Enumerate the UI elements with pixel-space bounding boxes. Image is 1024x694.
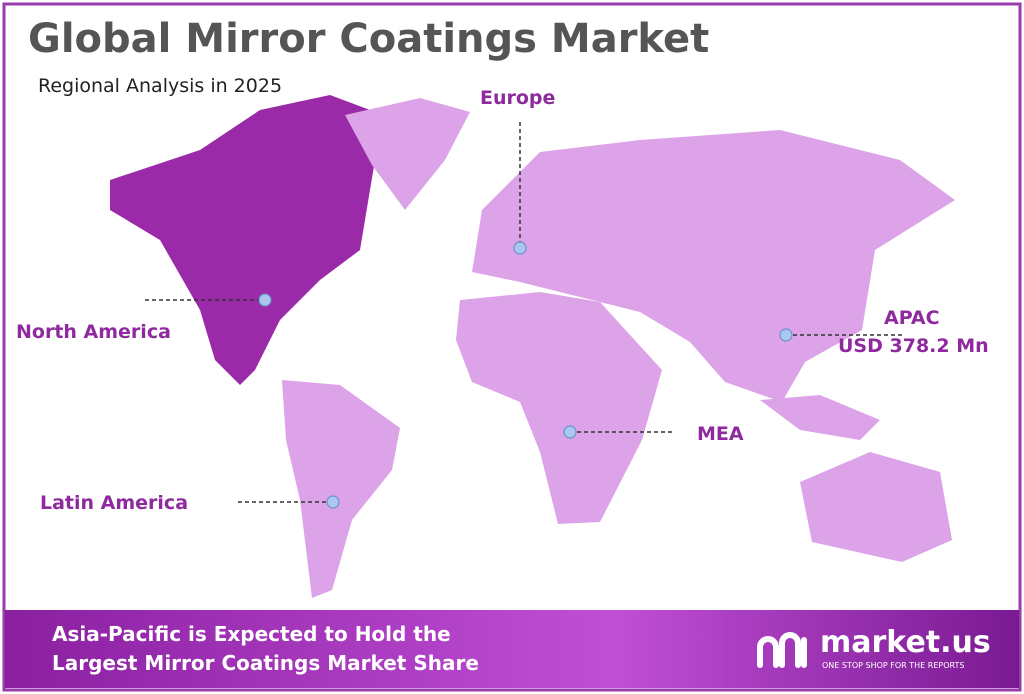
logo-tagline: ONE STOP SHOP FOR THE REPORTS — [822, 661, 964, 670]
region-label: North America — [16, 321, 171, 343]
marker — [258, 293, 272, 307]
logo-name: market.us — [820, 625, 991, 660]
region-value: USD 378.2 Mn — [838, 335, 989, 357]
footer-text: Asia-Pacific is Expected to Hold the — [52, 622, 451, 646]
south-america — [282, 380, 400, 598]
marker — [779, 328, 793, 342]
world-map — [110, 95, 955, 598]
footer-band — [5, 610, 1019, 688]
callouts: North America Europe APAC USD 378.2 Mn M… — [16, 87, 989, 514]
southeast-asia — [760, 395, 880, 440]
logo-icon — [757, 632, 807, 668]
subtitle: Regional Analysis in 2025 — [38, 75, 282, 97]
region-label: Europe — [480, 87, 555, 109]
region-label: MEA — [697, 423, 744, 445]
region-label: APAC — [884, 307, 940, 329]
footer-text: Largest Mirror Coatings Market Share — [52, 651, 479, 675]
north-america — [110, 95, 375, 385]
logo: market.us ONE STOP SHOP FOR THE REPORTS — [757, 625, 991, 670]
greenland — [345, 98, 470, 210]
australia — [800, 452, 952, 562]
africa — [456, 292, 662, 524]
eurasia — [472, 130, 955, 402]
title: Global Mirror Coatings Market — [28, 16, 709, 62]
marker — [513, 241, 527, 255]
marker — [326, 495, 340, 509]
region-label: Latin America — [40, 492, 188, 514]
marker — [563, 425, 577, 439]
